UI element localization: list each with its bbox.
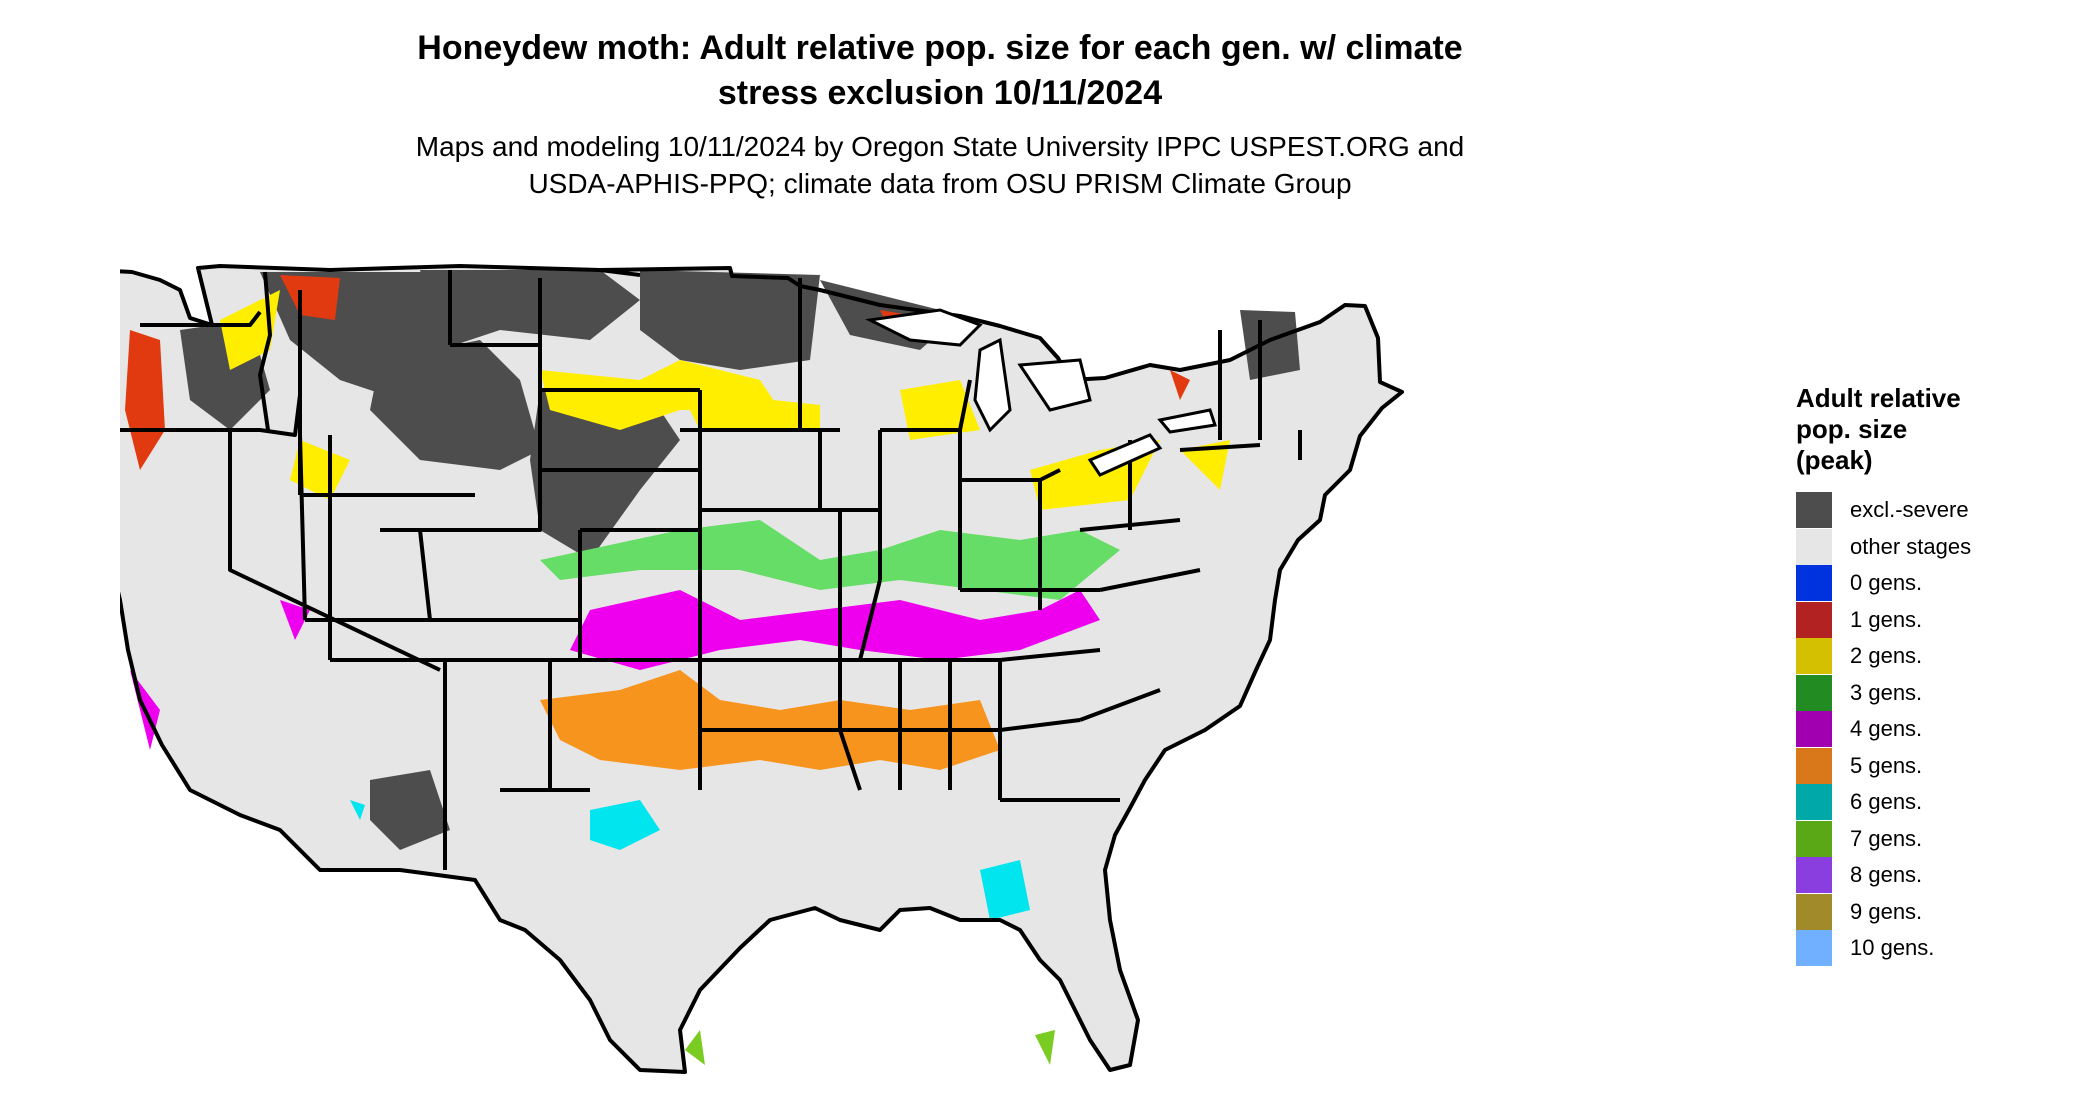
- legend-swatch: [1796, 528, 1832, 565]
- legend-item-8-gens: 8 gens.: [1796, 857, 2096, 894]
- legend-label: 3 gens.: [1850, 679, 1923, 705]
- legend-item-2-gens: 2 gens.: [1796, 638, 2096, 675]
- legend-swatch: [1796, 857, 1832, 894]
- state-borders: [120, 264, 1404, 1074]
- legend-item-9-gens: 9 gens.: [1796, 893, 2096, 931]
- legend-item-other-stages: other stages: [1796, 528, 2096, 566]
- legend-label: 0 gens.: [1850, 570, 1923, 596]
- legend-swatch: [1796, 601, 1832, 638]
- legend-label: 10 gens.: [1850, 935, 1935, 961]
- legend-item-3-gens: 3 gens.: [1796, 674, 2096, 712]
- subtitle-line-2: USDA-APHIS-PPQ; climate data from OSU PR…: [528, 168, 1352, 199]
- legend-swatch: [1796, 893, 1832, 930]
- legend-swatch: [1796, 747, 1832, 784]
- legend-title-line-1: Adult relative: [1796, 383, 1961, 413]
- legend-label: 1 gens.: [1850, 606, 1923, 632]
- legend-item-10-gens: 10 gens.: [1796, 930, 2096, 967]
- great-lakes: [865, 308, 1217, 477]
- legend-swatch: [1796, 492, 1832, 529]
- legend-label: 7 gens.: [1850, 825, 1923, 851]
- legend-swatch: [1796, 784, 1832, 821]
- legend-label: excl.-severe: [1850, 497, 1969, 523]
- subtitle-line-1: Maps and modeling 10/11/2024 by Oregon S…: [415, 131, 1465, 162]
- map-title: Honeydew moth: Adult relative pop. size …: [360, 26, 1520, 116]
- legend-item-6-gens: 6 gens.: [1796, 784, 2096, 821]
- legend-label: 9 gens.: [1850, 898, 1923, 924]
- legend-title-line-3: (peak): [1796, 445, 1873, 475]
- legend-item-7-gens: 7 gens.: [1796, 820, 2096, 858]
- map-legend: Adult relative pop. size (peak) excl.-se…: [1796, 383, 2096, 967]
- title-line-1: Honeydew moth: Adult relative pop. size …: [417, 29, 1463, 67]
- legend-item-0-gens: 0 gens.: [1796, 565, 2096, 602]
- legend-swatch: [1796, 711, 1832, 748]
- legend-swatch: [1796, 638, 1832, 675]
- title-line-2: stress exclusion 10/11/2024: [717, 74, 1163, 112]
- legend-item-1-gens: 1 gens.: [1796, 601, 2096, 639]
- legend-label: 2 gens.: [1850, 643, 1923, 669]
- legend-label: other stages: [1850, 533, 1972, 559]
- gen3-regions: [540, 520, 1120, 600]
- legend-label: 6 gens.: [1850, 789, 1923, 815]
- legend-item-excl-severe: excl.-severe: [1796, 492, 2096, 529]
- legend-swatch: [1796, 565, 1832, 602]
- legend-swatch: [1796, 674, 1832, 711]
- gen5-regions: [540, 670, 1000, 770]
- legend-label: 4 gens.: [1850, 716, 1923, 742]
- gen7-regions: [685, 1030, 1055, 1065]
- us-map: [120, 264, 1404, 1074]
- legend-item-5-gens: 5 gens.: [1796, 747, 2096, 785]
- legend-item-4-gens: 4 gens.: [1796, 711, 2096, 748]
- legend-swatch: [1796, 820, 1832, 857]
- gen6-regions: [350, 800, 1030, 920]
- legend-label: 8 gens.: [1850, 862, 1923, 888]
- legend-title: Adult relative pop. size (peak): [1796, 383, 2096, 476]
- map-subtitle: Maps and modeling 10/11/2024 by Oregon S…: [360, 128, 1520, 202]
- legend-title-line-2: pop. size: [1796, 414, 1908, 444]
- legend-label: 5 gens.: [1850, 752, 1923, 778]
- legend-items: excl.-severe other stages 0 gens. 1 gens…: [1796, 492, 2096, 967]
- legend-swatch: [1796, 930, 1832, 967]
